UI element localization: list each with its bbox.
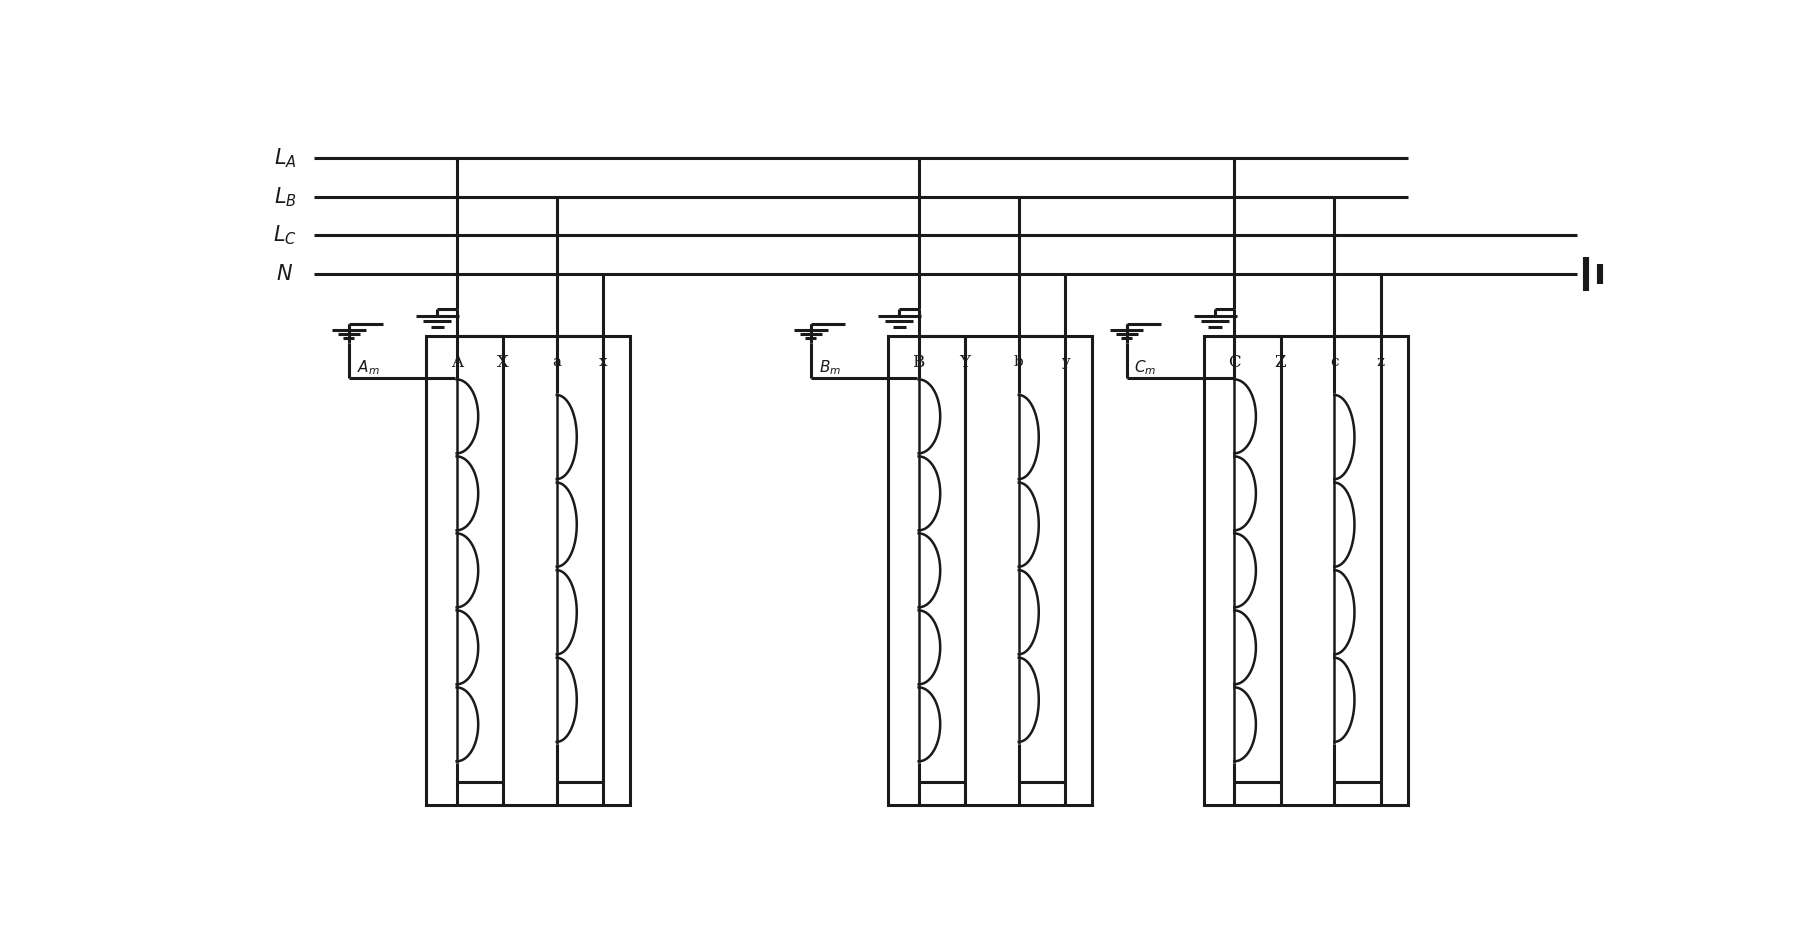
- Text: $L_B$: $L_B$: [274, 185, 297, 209]
- Bar: [427, 336, 630, 805]
- Text: b: b: [1013, 355, 1024, 369]
- Text: $C_{m}$: $C_{m}$: [1134, 359, 1157, 378]
- Text: y: y: [1060, 355, 1069, 369]
- Text: A: A: [450, 354, 463, 371]
- Text: $L_C$: $L_C$: [274, 223, 297, 247]
- Text: x: x: [599, 355, 607, 369]
- Text: B: B: [913, 354, 925, 371]
- Bar: [887, 336, 1093, 805]
- Text: X: X: [497, 354, 509, 371]
- Bar: [1204, 336, 1408, 805]
- Text: a: a: [553, 355, 562, 369]
- Text: Y: Y: [959, 354, 970, 371]
- Text: Z: Z: [1274, 354, 1287, 371]
- Text: $B_{m}$: $B_{m}$: [819, 359, 841, 378]
- Text: $N$: $N$: [277, 264, 293, 284]
- Text: c: c: [1330, 355, 1339, 369]
- Text: $A_{m}$: $A_{m}$: [356, 359, 380, 378]
- Text: z: z: [1377, 355, 1384, 369]
- Text: $L_A$: $L_A$: [274, 147, 297, 170]
- Text: C: C: [1228, 354, 1240, 371]
